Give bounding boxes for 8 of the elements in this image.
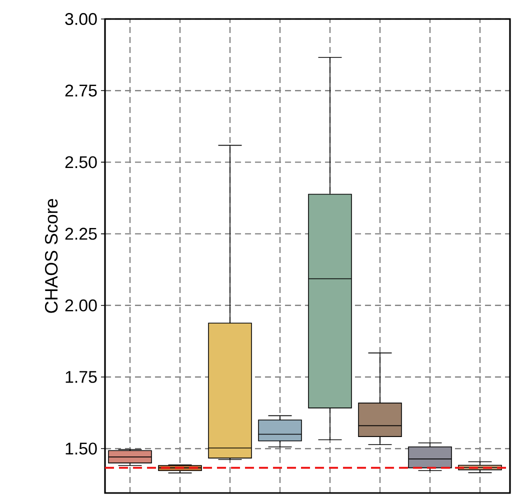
y-tick-label: 2.50 xyxy=(65,156,97,168)
y-tick-label: 2.00 xyxy=(65,299,97,312)
y-tick-label: 1.75 xyxy=(66,371,97,383)
y-tick-label: 3.00 xyxy=(65,12,97,25)
y-tick-label: 2.75 xyxy=(65,84,97,97)
y-tick-label: 2.25 xyxy=(65,228,97,240)
y-axis-title: CHAOS Score xyxy=(44,199,58,313)
y-tick-label: 1.50 xyxy=(66,442,97,455)
